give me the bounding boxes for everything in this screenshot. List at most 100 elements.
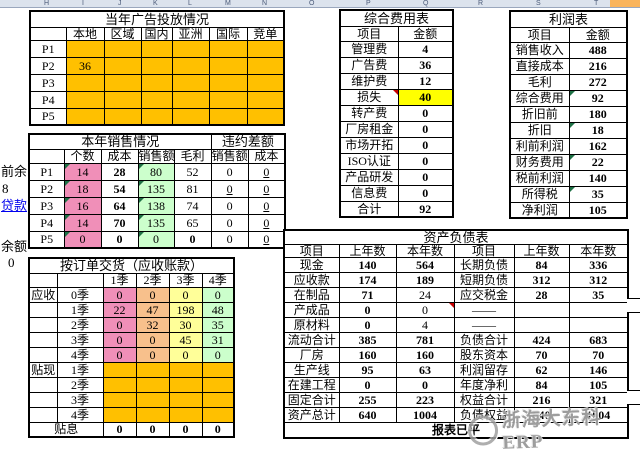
cell[interactable]: 488 — [568, 41, 628, 59]
cell[interactable]: 564 — [395, 257, 455, 273]
column-letter[interactable]: I — [82, 0, 84, 7]
cell[interactable]: 损失 — [339, 88, 399, 106]
cell[interactable]: 1004 — [395, 407, 455, 423]
cell[interactable]: 4 — [397, 40, 454, 58]
cell[interactable]: 权益合计 — [453, 392, 515, 408]
column-letter[interactable]: S — [536, 0, 541, 7]
cell[interactable]: 0 — [397, 136, 454, 154]
cell[interactable]: 0 — [135, 346, 170, 363]
cell[interactable]: 336 — [568, 257, 629, 273]
cell[interactable]: 385 — [338, 332, 397, 348]
column-letter[interactable]: R — [478, 0, 484, 7]
cell[interactable] — [171, 107, 210, 126]
table-title[interactable]: 违约差额 — [210, 133, 286, 150]
cell[interactable]: 18 — [568, 121, 628, 139]
header-cell[interactable]: 2季 — [135, 272, 170, 288]
cell[interactable]: 0 — [201, 421, 235, 438]
column-letter[interactable]: O — [309, 0, 315, 7]
cell[interactable]: 223 — [395, 392, 455, 408]
cell[interactable]: 资产总计 — [283, 407, 340, 423]
cell[interactable]: 0 — [201, 346, 235, 363]
table-title[interactable]: 当年广告投放情况 — [29, 10, 285, 28]
cell[interactable]: 0 — [102, 421, 137, 438]
balance-sheet-table[interactable]: 资产负债表 项目 上年数 本年数 项目 上年数 本年数 现金 140 564 长期负债 84 336 应收… — [283, 229, 630, 439]
header-cell[interactable]: 4季 — [201, 272, 235, 288]
cell[interactable] — [65, 39, 105, 58]
header-cell[interactable] — [56, 272, 104, 288]
cell[interactable]: 2季 — [56, 376, 104, 393]
column-letter[interactable]: K — [153, 0, 158, 7]
cell[interactable] — [140, 90, 173, 109]
cell[interactable]: 0 — [338, 317, 397, 333]
cell[interactable] — [28, 331, 58, 348]
cell[interactable]: —— — [453, 317, 515, 333]
cell[interactable] — [103, 90, 142, 109]
cell[interactable] — [65, 90, 105, 109]
header-cell[interactable]: 成本 — [247, 148, 286, 164]
column-letter[interactable]: T — [594, 0, 599, 7]
cell[interactable] — [135, 406, 170, 423]
cell[interactable] — [103, 39, 142, 58]
cell[interactable] — [208, 90, 248, 109]
cell[interactable]: 312 — [568, 272, 629, 288]
cell[interactable] — [140, 56, 173, 75]
cell[interactable] — [140, 39, 173, 58]
cell[interactable]: 产成品 — [283, 302, 340, 318]
header-cell[interactable] — [28, 272, 58, 288]
cell[interactable]: 0 — [168, 346, 203, 363]
cell[interactable] — [568, 302, 629, 318]
advertising-table[interactable]: 当年广告投放情况 本地 区域 国内 亚洲 国际 竞单 P1 P2 36 P3 P4 P5 — [29, 10, 286, 126]
cell[interactable]: 0 — [210, 230, 249, 249]
cell[interactable]: 160 — [338, 347, 397, 363]
cell[interactable]: 应收款 — [283, 272, 340, 288]
column-letter[interactable]: L — [188, 0, 192, 7]
cell[interactable]: 105 — [568, 377, 629, 393]
cell[interactable]: 0 — [135, 286, 170, 303]
cell[interactable]: 272 — [568, 73, 628, 91]
profit-table[interactable]: 利润表 项目 金额 销售收入 488 直接成本 216 毛利 272 综合费用 92 折旧前 180 折旧… — [509, 10, 629, 219]
cell[interactable]: 信息费 — [339, 184, 399, 202]
cell[interactable]: 毛利 — [509, 73, 570, 91]
cell[interactable]: 现金 — [283, 257, 340, 273]
cell[interactable]: 净利润 — [509, 201, 570, 219]
cell[interactable]: 162 — [568, 137, 628, 155]
cell[interactable] — [168, 406, 203, 423]
cell[interactable] — [568, 317, 629, 333]
cell[interactable]: 报表已平 — [283, 422, 629, 438]
table-title[interactable]: 本年销售情况 — [28, 133, 212, 150]
cell[interactable] — [246, 39, 285, 58]
cell[interactable]: P3 — [29, 73, 67, 92]
cell[interactable] — [208, 73, 248, 92]
cell[interactable] — [201, 391, 235, 408]
cell[interactable] — [102, 361, 137, 378]
cell[interactable]: 35 — [568, 185, 628, 203]
cell[interactable]: 62 — [513, 362, 570, 378]
cell[interactable]: 64 — [100, 196, 139, 215]
cell[interactable]: 财务费用 — [509, 153, 570, 171]
hyperlink-cell[interactable]: 0 — [247, 213, 286, 232]
cell[interactable]: 48 — [201, 301, 235, 318]
cell[interactable]: P3 — [28, 196, 65, 215]
cell[interactable]: 负债权益 — [453, 407, 515, 423]
cell[interactable]: 市场开拓 — [339, 136, 399, 154]
cell[interactable]: 0 — [397, 168, 454, 186]
header-cell[interactable]: 金额 — [568, 26, 628, 43]
cell[interactable]: 28 — [100, 162, 139, 181]
cell[interactable]: 利前利润 — [509, 137, 570, 155]
cell[interactable] — [171, 39, 210, 58]
header-cell[interactable]: 本年数 — [568, 244, 629, 258]
header-cell[interactable]: 项目 — [509, 26, 570, 43]
cell[interactable]: 140 — [568, 169, 628, 187]
cell[interactable]: 40 — [397, 88, 454, 106]
cell[interactable]: 2季 — [56, 316, 104, 333]
cell[interactable]: 95 — [338, 362, 397, 378]
cell[interactable]: 70 — [513, 347, 570, 363]
cell[interactable] — [135, 361, 170, 378]
cell[interactable] — [171, 56, 210, 75]
cell[interactable]: 在制品 — [283, 287, 340, 303]
cell[interactable]: 160 — [395, 347, 455, 363]
cell[interactable]: 640 — [338, 407, 397, 423]
header-cell[interactable]: 3季 — [168, 272, 203, 288]
header-cell[interactable]: 上年数 — [513, 244, 570, 258]
column-letter[interactable]: N — [262, 0, 268, 7]
